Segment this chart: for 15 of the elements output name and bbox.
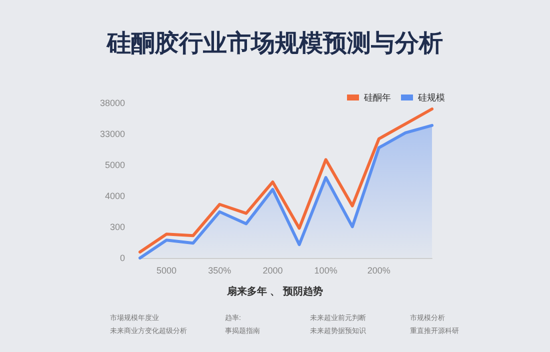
x-tick-label: 5000 — [156, 266, 177, 276]
text: 38000 — [100, 98, 125, 108]
chart-title: 硅酮胶行业市场规模预测与分析 — [106, 29, 443, 57]
x-tick-label: 350% — [208, 266, 232, 276]
text: 300 — [110, 222, 125, 232]
x-tick-label: 2000 — [262, 266, 283, 276]
text: 扇来多年 、 预阴趋势 — [226, 286, 323, 298]
x-tick-label: 100% — [314, 266, 338, 276]
legend-label: 硅酮年 — [363, 92, 391, 102]
text: 5000 — [104, 160, 125, 170]
x-tick-label: 200% — [367, 266, 390, 276]
text: 33000 — [100, 129, 125, 139]
legend-label: 硅规模 — [417, 92, 445, 102]
text: 4000 — [104, 191, 125, 201]
text: 0 — [120, 253, 125, 263]
